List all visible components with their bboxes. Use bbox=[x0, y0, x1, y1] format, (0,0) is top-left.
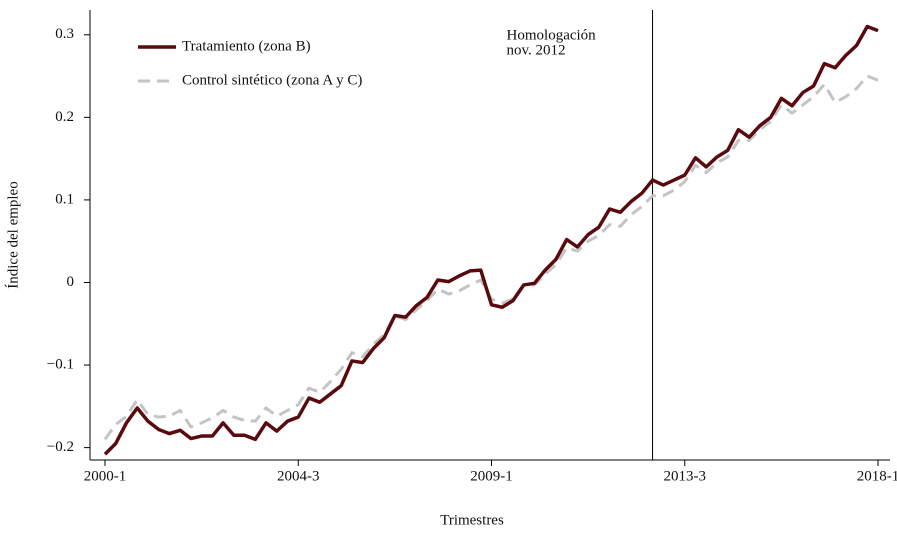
x-tick-label: 2018-1 bbox=[857, 468, 897, 484]
y-axis-title: Índice del empleo bbox=[4, 181, 21, 288]
y-tick-label: −0.1 bbox=[47, 356, 74, 372]
x-tick-label: 2000-1 bbox=[84, 468, 127, 484]
y-tick-label: 0.2 bbox=[55, 109, 74, 125]
y-tick-label: 0 bbox=[67, 274, 75, 290]
x-tick-label: 2009-1 bbox=[470, 468, 513, 484]
y-tick-label: 0.3 bbox=[55, 26, 74, 42]
x-axis-title: Trimestres bbox=[440, 512, 504, 528]
annotation-text: nov. 2012 bbox=[507, 42, 566, 58]
series-line bbox=[103, 24, 879, 456]
series-line bbox=[103, 74, 879, 441]
annotation-text: Homologación bbox=[507, 27, 597, 43]
legend-label: Control sintético (zona A y C) bbox=[182, 72, 362, 88]
x-tick-label: 2013-3 bbox=[664, 468, 707, 484]
y-tick-label: −0.2 bbox=[47, 439, 74, 455]
legend-label: Tratamiento (zona B) bbox=[182, 38, 311, 54]
y-tick-label: 0.1 bbox=[55, 191, 74, 207]
x-tick-label: 2004-3 bbox=[277, 468, 320, 484]
